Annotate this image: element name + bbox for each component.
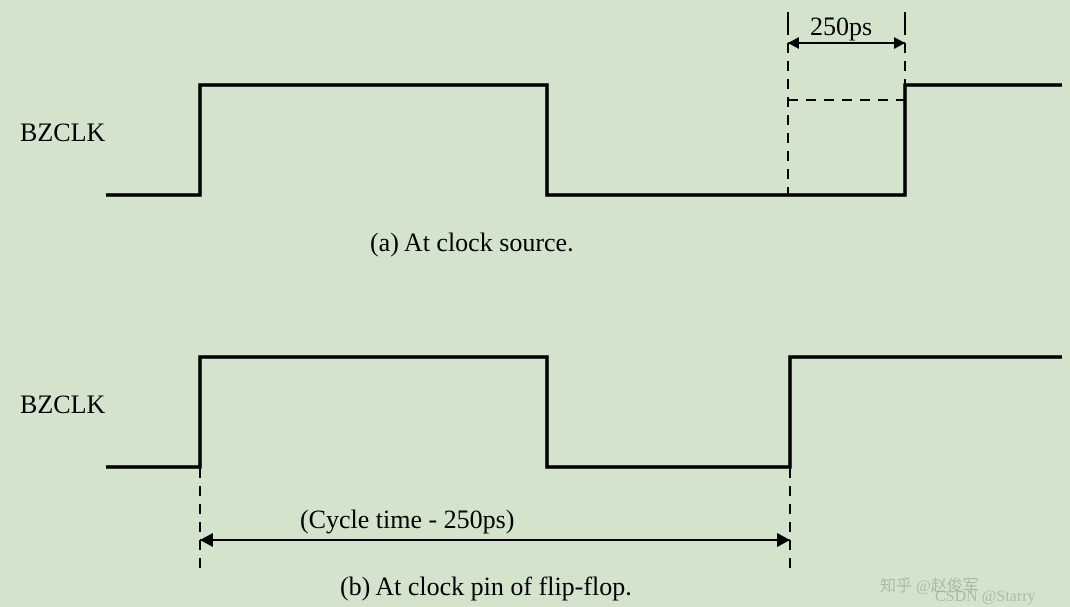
clock-trace-top [106,85,1062,195]
waveform-top [106,12,1062,195]
cycle-label: (Cycle time - 250ps) [300,505,514,535]
timing-diagram: BZCLK BZCLK 250ps (a) At clock source. (… [0,0,1070,607]
signal-label-bottom: BZCLK [20,390,105,420]
waveform-bottom [106,357,1062,570]
arrowhead-right-top [894,37,905,49]
arrowhead-right-bottom [777,533,790,547]
delay-label: 250ps [810,12,872,42]
arrowhead-left-bottom [200,533,213,547]
waveform-svg [0,0,1070,607]
signal-label-top: BZCLK [20,118,105,148]
watermark-zhihu: 知乎 @赵俊军 [880,572,979,596]
caption-top: (a) At clock source. [370,228,574,258]
caption-bottom: (b) At clock pin of flip-flop. [340,572,632,602]
arrowhead-left-top [788,37,799,49]
clock-trace-bottom [106,357,1062,467]
